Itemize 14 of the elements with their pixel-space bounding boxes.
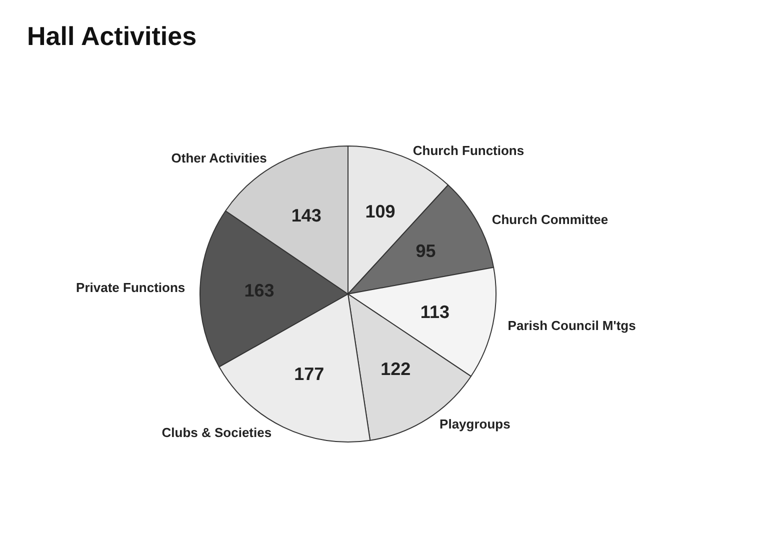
slice-label: Private Functions <box>76 280 186 296</box>
data-label: 122 <box>380 358 411 379</box>
slice-label: Other Activities <box>171 150 267 166</box>
data-label: 109 <box>365 201 396 222</box>
slice-label: Playgroups <box>440 416 510 432</box>
data-label: 143 <box>291 206 322 226</box>
slice-label: Parish Council M'tgs <box>508 318 636 333</box>
data-label: 177 <box>294 364 324 384</box>
slice-label: Church Functions <box>412 143 524 158</box>
slice-label: Clubs & Societies <box>162 424 272 440</box>
slice-label: Church Committee <box>492 212 608 228</box>
data-label: 113 <box>420 302 450 322</box>
data-label: 95 <box>416 241 436 262</box>
chart-title: Hall Activities <box>27 21 197 51</box>
